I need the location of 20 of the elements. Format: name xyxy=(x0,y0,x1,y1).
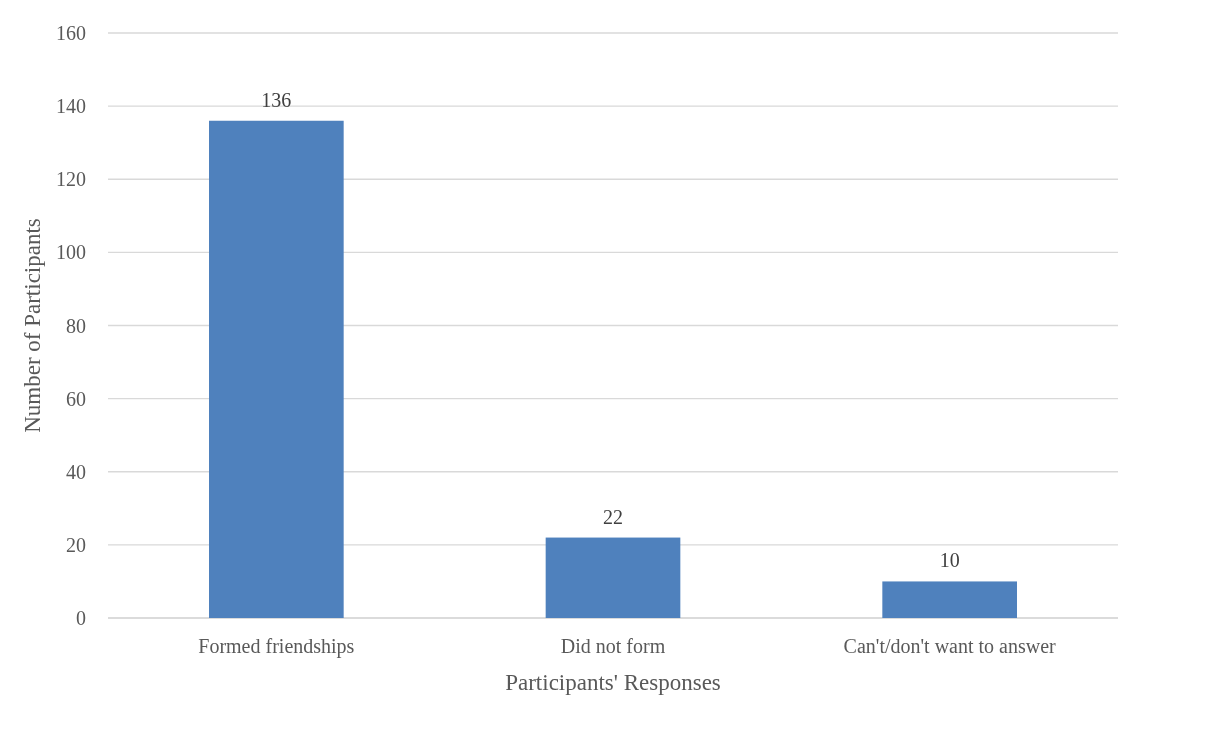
bar xyxy=(209,120,344,618)
bar xyxy=(882,581,1017,618)
x-axis-title: Participants' Responses xyxy=(505,670,721,695)
y-tick-label: 20 xyxy=(66,533,86,556)
data-label: 136 xyxy=(261,88,292,111)
data-label: 10 xyxy=(939,549,960,572)
data-label: 22 xyxy=(603,505,623,528)
y-tick-label: 0 xyxy=(76,607,86,629)
y-tick-label: 160 xyxy=(56,22,86,44)
y-tick-label: 60 xyxy=(66,387,86,410)
y-axis-title: Number of Participants xyxy=(20,218,45,433)
y-tick-label: 40 xyxy=(66,460,86,483)
x-tick-label: Did not form xyxy=(560,635,666,657)
y-tick-label: 80 xyxy=(66,314,86,337)
x-tick-label: Can't/don't want to answer xyxy=(843,635,1057,657)
y-tick-label: 140 xyxy=(56,95,86,118)
x-tick-label: Formed friendships xyxy=(198,635,355,658)
y-tick-label: 120 xyxy=(56,168,86,191)
y-tick-label: 100 xyxy=(56,241,86,264)
bar xyxy=(545,537,681,618)
